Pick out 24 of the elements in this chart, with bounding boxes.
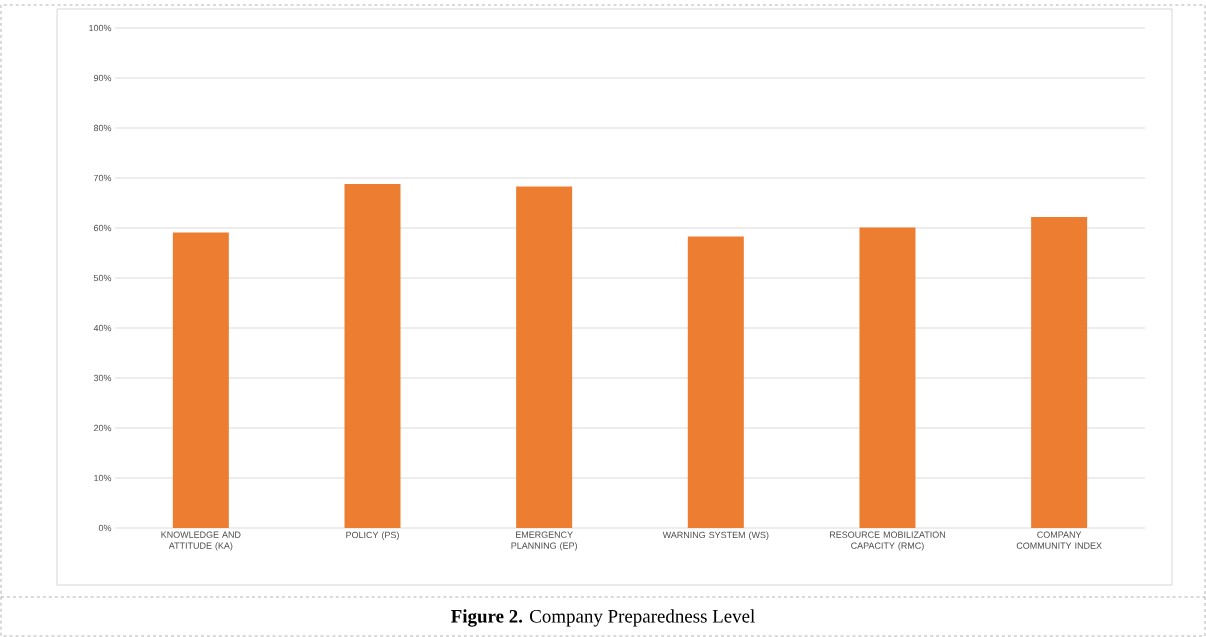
x-tick-label: COMPANY COMMUNITY INDEX bbox=[1016, 531, 1102, 549]
x-tick-label: EMERGENCY PLANNING (EP) bbox=[511, 531, 577, 551]
bar bbox=[687, 236, 744, 528]
y-tick-label: 70% bbox=[93, 174, 112, 182]
y-tick-label: 30% bbox=[93, 374, 112, 382]
y-tick-label: 0% bbox=[98, 524, 112, 532]
x-tick-label: POLICY (PS) bbox=[346, 531, 399, 540]
bar bbox=[344, 184, 401, 528]
y-tick-label: 10% bbox=[94, 474, 112, 482]
bar bbox=[1031, 217, 1088, 528]
y-tick-label: 100% bbox=[89, 24, 112, 32]
y-tick-label: 80% bbox=[93, 124, 112, 132]
y-tick-label: 90% bbox=[93, 74, 112, 82]
bar bbox=[172, 232, 229, 528]
y-tick-label: 20% bbox=[93, 424, 112, 432]
bar bbox=[516, 186, 573, 528]
y-tick-label: 40% bbox=[93, 324, 112, 332]
x-tick-label: WARNING SYSTEM (WS) bbox=[662, 531, 769, 540]
text: Figure 2. Company Preparedness Level bbox=[451, 609, 755, 627]
y-tick-label: 50% bbox=[93, 274, 112, 282]
y-tick-label: 60% bbox=[93, 224, 112, 232]
x-tick-label: RESOURCE MOBILIZATION CAPACITY (RMC) bbox=[830, 531, 945, 551]
bar bbox=[859, 227, 916, 528]
x-tick-label: KNOWLEDGE AND ATTITUDE (KA) bbox=[161, 531, 241, 551]
